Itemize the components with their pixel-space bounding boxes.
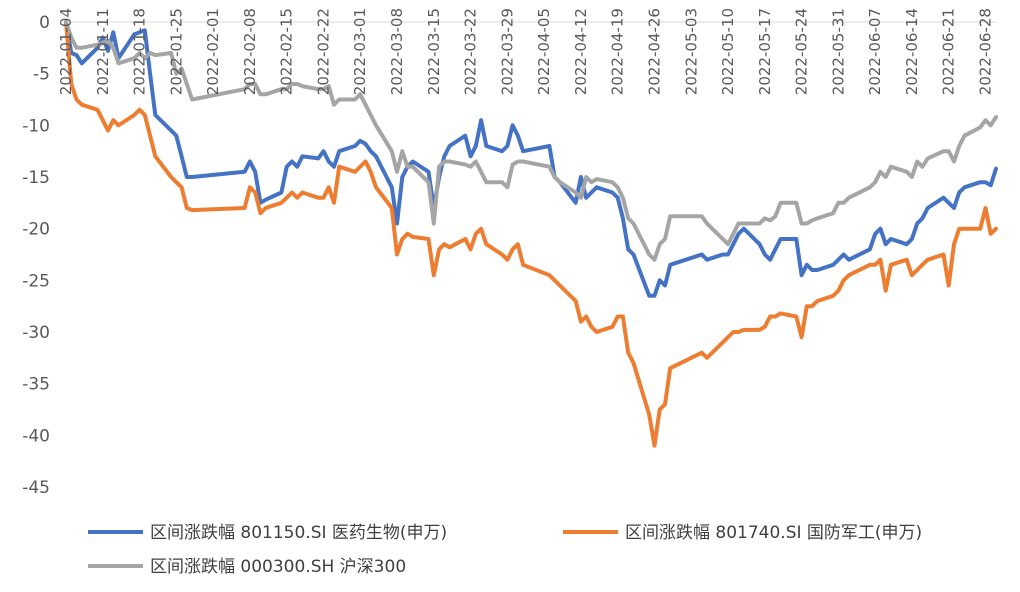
x-tick-label: 2022-02-15 (278, 8, 296, 95)
x-tick-label: 2022-02-01 (204, 8, 222, 95)
y-tick-label: -20 (22, 220, 50, 240)
y-axis-ticks: 0 -5 -10 -15 -20 -25 -30 -35 -40 -45 (22, 13, 50, 498)
x-tick-label: 2022-04-05 (535, 8, 553, 95)
x-tick-label: 2022-05-24 (793, 8, 811, 95)
legend-label: 区间涨跌幅 000300.SH 沪深300 (150, 557, 406, 577)
x-tick-label: 2022-04-26 (645, 8, 663, 95)
series-line-2 (64, 20, 998, 448)
x-tick-label: 2022-06-14 (903, 8, 921, 95)
y-tick-label: 0 (39, 13, 50, 33)
x-tick-label: 2022-06-21 (940, 8, 958, 95)
legend-label: 区间涨跌幅 801740.SI 国防军工(申万) (625, 523, 922, 543)
y-tick-label: -35 (22, 375, 50, 395)
y-tick-label: -30 (22, 323, 50, 343)
x-tick-label: 2022-03-08 (388, 8, 406, 95)
x-tick-label: 2022-03-15 (425, 8, 443, 95)
legend: 区间涨跌幅 801150.SI 医药生物(申万) 区间涨跌幅 801740.SI … (88, 523, 922, 577)
x-tick-label: 2022-01-18 (131, 8, 149, 95)
x-tick-label: 2022-05-03 (682, 8, 700, 95)
y-tick-label: -15 (22, 168, 50, 188)
series-lines (64, 20, 998, 448)
x-tick-label: 2022-02-22 (314, 8, 332, 95)
x-tick-label: 2022-05-31 (829, 8, 847, 95)
series-line-3 (64, 20, 998, 262)
x-tick-label: 2022-01-11 (94, 8, 112, 95)
legend-label: 区间涨跌幅 801150.SI 医药生物(申万) (150, 523, 447, 543)
x-tick-label: 2022-03-22 (462, 8, 480, 95)
x-tick-label: 2022-05-17 (756, 8, 774, 95)
y-tick-label: -40 (22, 426, 50, 446)
x-tick-label: 2022-03-29 (498, 8, 516, 95)
y-tick-label: -25 (22, 271, 50, 291)
x-tick-label: 2022-04-12 (572, 8, 590, 95)
x-tick-label: 2022-03-01 (351, 8, 369, 95)
y-tick-label: -5 (33, 65, 50, 85)
x-axis-ticks: 2022-01-04 2022-01-11 2022-01-18 2022-01-25… (57, 8, 994, 95)
x-tick-label: 2022-01-25 (167, 8, 185, 95)
x-tick-label: 2022-04-19 (609, 8, 627, 95)
y-tick-label: -45 (22, 478, 50, 498)
x-tick-label: 2022-01-04 (57, 8, 75, 95)
x-tick-label: 2022-05-10 (719, 8, 737, 95)
x-tick-label: 2022-02-08 (241, 8, 259, 95)
x-tick-label: 2022-06-28 (976, 8, 994, 95)
series-line-1 (64, 20, 998, 298)
x-tick-label: 2022-06-07 (866, 8, 884, 95)
y-tick-label: -10 (22, 116, 50, 136)
